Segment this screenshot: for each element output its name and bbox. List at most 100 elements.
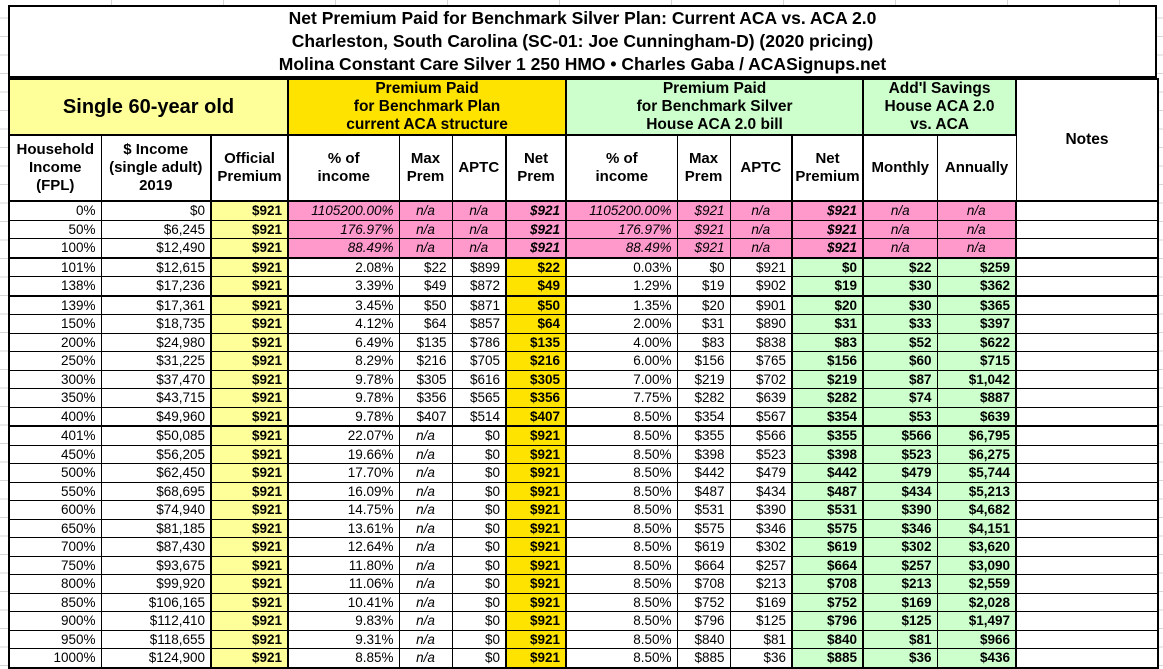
title-block[interactable]: Net Premium Paid for Benchmark Silver Pl…: [8, 5, 1157, 78]
cell-yr[interactable]: $639: [936, 406, 1017, 427]
cell-a_pct[interactable]: 3.45%: [287, 295, 400, 315]
cell-a_aptc[interactable]: $857: [451, 314, 507, 334]
cell-income[interactable]: $124,900: [100, 648, 212, 668]
cell-official[interactable]: $921: [209, 537, 290, 557]
cell-b_aptc[interactable]: $523: [729, 444, 793, 464]
cell-yr[interactable]: $365: [936, 295, 1017, 315]
cell-a_aptc[interactable]: $0: [451, 629, 507, 649]
cell-official[interactable]: $921: [209, 425, 290, 446]
cell-b_max[interactable]: $840: [676, 629, 731, 649]
cell-notes[interactable]: [1015, 369, 1159, 389]
column-header-aca-pct-of-income[interactable]: % of income: [287, 134, 400, 202]
cell-yr[interactable]: $2,559: [936, 574, 1017, 594]
cell-a_pct[interactable]: 11.80%: [287, 555, 400, 575]
cell-fpl[interactable]: 400%: [8, 406, 102, 427]
cell-mo[interactable]: $36: [862, 648, 938, 668]
cell-b_pct[interactable]: 8.50%: [565, 592, 678, 612]
cell-notes[interactable]: [1015, 518, 1159, 538]
cell-mo[interactable]: $169: [862, 592, 938, 612]
cell-b_max[interactable]: $31: [676, 314, 731, 334]
cell-b_net[interactable]: $20: [791, 295, 865, 315]
cell-b_net[interactable]: $31: [791, 314, 865, 334]
cell-b_net[interactable]: $752: [791, 592, 865, 612]
cell-mo[interactable]: $523: [862, 444, 938, 464]
cell-b_pct[interactable]: 8.50%: [565, 629, 678, 649]
cell-notes[interactable]: [1015, 276, 1159, 297]
cell-notes[interactable]: [1015, 351, 1159, 371]
cell-mo[interactable]: $566: [862, 425, 938, 446]
cell-fpl[interactable]: 850%: [8, 592, 102, 612]
cell-a_net[interactable]: $921: [505, 219, 568, 239]
cell-a_aptc[interactable]: $705: [451, 351, 507, 371]
cell-official[interactable]: $921: [209, 555, 290, 575]
cell-yr[interactable]: $887: [936, 388, 1017, 408]
cell-a_aptc[interactable]: $786: [451, 332, 507, 352]
cell-b_net[interactable]: $840: [791, 629, 865, 649]
cell-official[interactable]: $921: [209, 574, 290, 594]
cell-a_max[interactable]: n/a: [398, 537, 453, 557]
cell-yr[interactable]: n/a: [936, 238, 1017, 259]
cell-mo[interactable]: $390: [862, 500, 938, 520]
cell-b_aptc[interactable]: n/a: [729, 238, 793, 259]
cell-yr[interactable]: $4,682: [936, 500, 1017, 520]
cell-fpl[interactable]: 350%: [8, 388, 102, 408]
cell-notes[interactable]: [1015, 257, 1159, 277]
cell-yr[interactable]: n/a: [936, 219, 1017, 239]
cell-a_aptc[interactable]: $616: [451, 369, 507, 389]
cell-yr[interactable]: n/a: [936, 200, 1017, 221]
cell-a_aptc[interactable]: $872: [451, 276, 507, 297]
cell-official[interactable]: $921: [209, 314, 290, 334]
cell-b_max[interactable]: $664: [676, 555, 731, 575]
cell-b_pct[interactable]: 176.97%: [565, 219, 678, 239]
cell-a_max[interactable]: n/a: [398, 611, 453, 631]
cell-b_net[interactable]: $796: [791, 611, 865, 631]
cell-b_net[interactable]: $708: [791, 574, 865, 594]
cell-b_max[interactable]: $20: [676, 295, 731, 315]
cell-official[interactable]: $921: [209, 481, 290, 501]
cell-a_aptc[interactable]: $565: [451, 388, 507, 408]
cell-official[interactable]: $921: [209, 406, 290, 427]
cell-income[interactable]: $56,205: [100, 444, 212, 464]
cell-b_aptc[interactable]: $901: [729, 295, 793, 315]
cell-fpl[interactable]: 650%: [8, 518, 102, 538]
cell-a_net[interactable]: $921: [505, 425, 568, 446]
cell-a_max[interactable]: n/a: [398, 463, 453, 483]
cell-yr[interactable]: $966: [936, 629, 1017, 649]
cell-income[interactable]: $87,430: [100, 537, 212, 557]
cell-notes[interactable]: [1015, 238, 1159, 259]
cell-yr[interactable]: $5,744: [936, 463, 1017, 483]
cell-mo[interactable]: $125: [862, 611, 938, 631]
cell-a_pct[interactable]: 10.41%: [287, 592, 400, 612]
cell-a_aptc[interactable]: $0: [451, 463, 507, 483]
cell-a_pct[interactable]: 4.12%: [287, 314, 400, 334]
cell-b_aptc[interactable]: $566: [729, 425, 793, 446]
cell-a_aptc[interactable]: $0: [451, 518, 507, 538]
cell-b_aptc[interactable]: $390: [729, 500, 793, 520]
cell-b_aptc[interactable]: $567: [729, 406, 793, 427]
cell-mo[interactable]: n/a: [862, 200, 938, 221]
cell-b_max[interactable]: $921: [676, 219, 731, 239]
cell-a_aptc[interactable]: $0: [451, 555, 507, 575]
cell-official[interactable]: $921: [209, 238, 290, 259]
cell-a_pct[interactable]: 17.70%: [287, 463, 400, 483]
column-header-income[interactable]: $ Income (single adult) 2019: [100, 134, 212, 202]
cell-b_pct[interactable]: 8.50%: [565, 406, 678, 427]
cell-yr[interactable]: $622: [936, 332, 1017, 352]
group-header-premium-aca2[interactable]: Premium Paid for Benchmark Silver House …: [565, 78, 865, 136]
cell-fpl[interactable]: 800%: [8, 574, 102, 594]
cell-notes[interactable]: [1015, 611, 1159, 631]
cell-b_aptc[interactable]: n/a: [729, 219, 793, 239]
cell-a_pct[interactable]: 8.85%: [287, 648, 400, 668]
cell-a_max[interactable]: $22: [398, 257, 453, 277]
column-header-aca2-aptc[interactable]: APTC: [729, 134, 793, 202]
cell-official[interactable]: $921: [209, 648, 290, 668]
column-header-aca2-pct-of-income[interactable]: % of income: [565, 134, 678, 202]
cell-yr[interactable]: $362: [936, 276, 1017, 297]
cell-b_max[interactable]: $752: [676, 592, 731, 612]
cell-a_net[interactable]: $64: [505, 314, 568, 334]
cell-notes[interactable]: [1015, 219, 1159, 239]
cell-b_max[interactable]: $708: [676, 574, 731, 594]
cell-b_aptc[interactable]: $434: [729, 481, 793, 501]
cell-b_pct[interactable]: 8.50%: [565, 425, 678, 446]
cell-fpl[interactable]: 1000%: [8, 648, 102, 668]
